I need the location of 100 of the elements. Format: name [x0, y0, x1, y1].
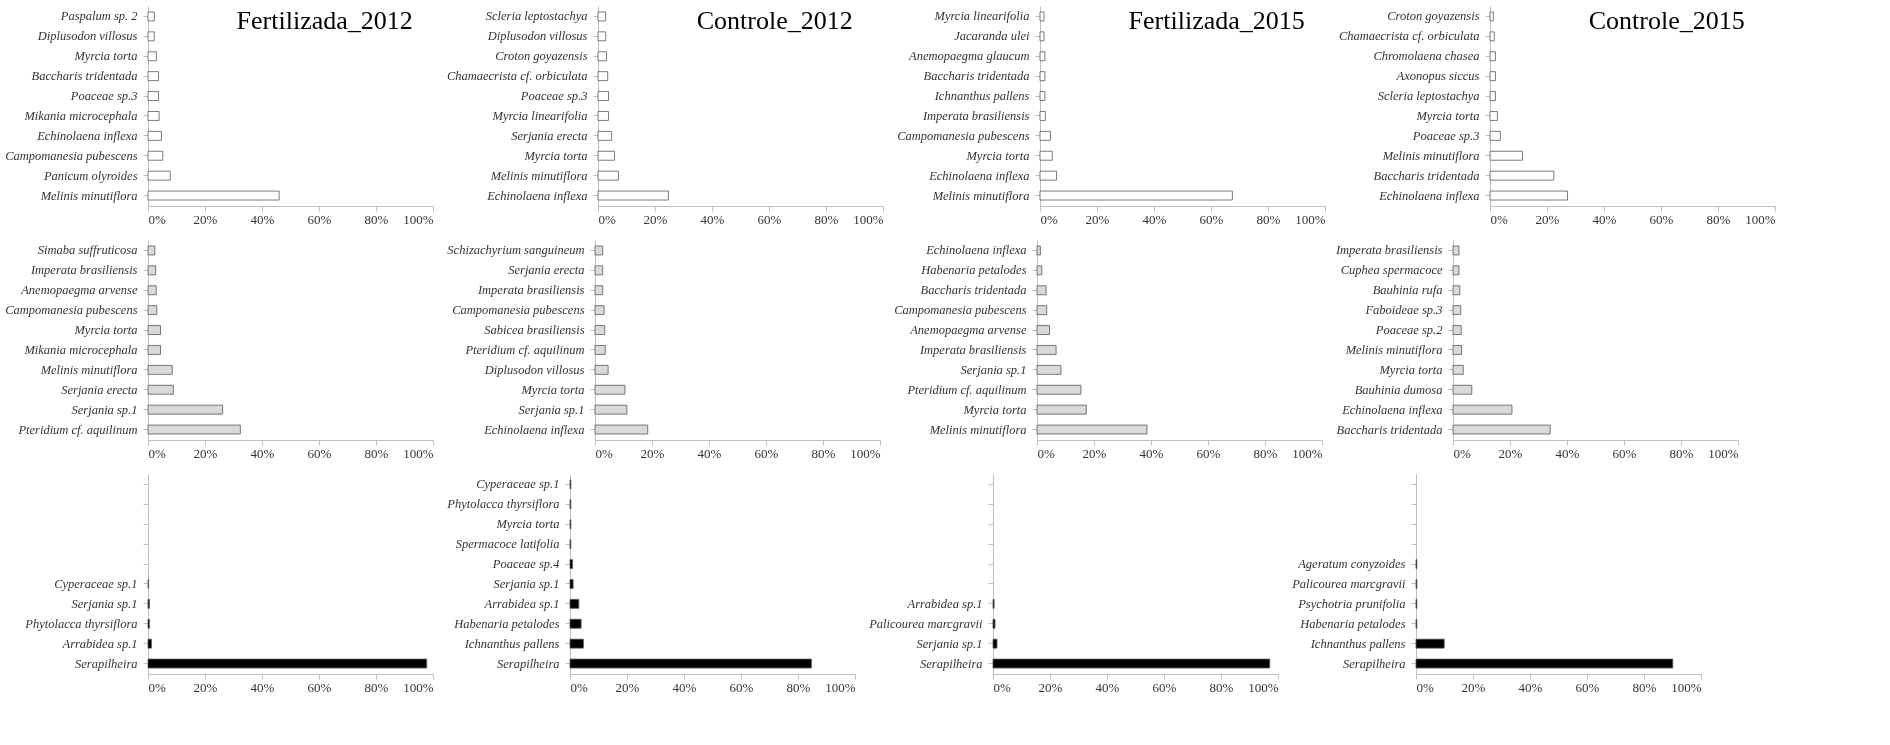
- x-tick-label: 20%: [1498, 445, 1523, 461]
- y-tick-label: Melinis minutiflora: [489, 168, 588, 183]
- y-tick-label: Melinis minutiflora: [931, 188, 1030, 203]
- x-tick-label: 80%: [786, 679, 811, 695]
- y-tick-label: Echinolaena inflexa: [928, 168, 1030, 183]
- y-tick-label: Echinolaena inflexa: [483, 422, 585, 437]
- x-tick-label: 0%: [1416, 679, 1434, 695]
- y-tick-label: Campomanesia pubescens: [894, 303, 1027, 318]
- x-tick-label: 40%: [1518, 679, 1543, 695]
- x-tick-label: 100%: [850, 445, 881, 461]
- y-tick-label: Baccharis tridentada: [31, 69, 138, 84]
- x-tick-label: 60%: [1649, 211, 1674, 227]
- y-tick-label: Myrcia torta: [73, 323, 138, 338]
- y-tick-label: Habenaria petalodes: [1299, 616, 1406, 631]
- y-tick-label: Imperata brasiliensis: [476, 283, 585, 298]
- y-tick-label: Campomanesia pubescens: [5, 303, 138, 318]
- y-tick-label: Imperata brasiliensis: [1334, 243, 1443, 258]
- x-tick-label: 80%: [1706, 211, 1731, 227]
- x-tick-label: 20%: [640, 445, 665, 461]
- x-tick-label: 40%: [250, 211, 275, 227]
- x-tick-label: 100%: [825, 679, 856, 695]
- y-tick-label: Palicourea marcgravii: [1291, 576, 1407, 591]
- x-tick-label: 100%: [1295, 211, 1326, 227]
- y-tick-label: Melinis minutiflora: [1344, 342, 1443, 357]
- y-tick-label: Imperata brasiliensis: [921, 108, 1030, 123]
- y-tick-label: Serjania sp.1: [960, 362, 1027, 377]
- x-tick-label: 60%: [1612, 445, 1637, 461]
- x-tick-label: 20%: [1038, 679, 1063, 695]
- x-tick-label: 40%: [1555, 445, 1580, 461]
- x-tick-label: 60%: [729, 679, 754, 695]
- x-tick-label: 0%: [148, 211, 166, 227]
- y-tick-label: Phytolacca thyrsiflora: [446, 497, 560, 512]
- x-tick-label: 60%: [307, 679, 332, 695]
- x-tick-label: 60%: [1196, 445, 1221, 461]
- chart-title: Fertilizada_2012: [236, 6, 413, 35]
- x-tick-label: 60%: [1575, 679, 1600, 695]
- x-tick-label: 80%: [364, 679, 389, 695]
- y-tick-label: Baccharis tridentada: [1336, 422, 1443, 437]
- x-tick-label: 100%: [1671, 679, 1702, 695]
- y-tick-label: Chamaecrista cf. orbiculata: [1338, 29, 1480, 44]
- y-tick-label: Baccharis tridentada: [923, 69, 1030, 84]
- x-tick-label: 0%: [1453, 445, 1471, 461]
- x-tick-label: 20%: [1085, 211, 1110, 227]
- y-tick-label: Serjania sp.1: [71, 596, 138, 611]
- x-tick-label: 100%: [1248, 679, 1279, 695]
- x-tick-label: 20%: [193, 445, 218, 461]
- y-tick-label: Imperata brasiliensis: [29, 263, 138, 278]
- y-tick-label: Axonopus siccus: [1395, 69, 1480, 84]
- x-tick-label: 20%: [193, 211, 218, 227]
- y-tick-label: Melinis minutiflora: [39, 188, 138, 203]
- y-tick-label: Arrabidea sp.1: [61, 636, 138, 651]
- x-tick-label: 20%: [1535, 211, 1560, 227]
- y-tick-label: Ichnanthus pallens: [463, 636, 560, 651]
- y-tick-label: Serjania sp.1: [493, 576, 560, 591]
- x-tick-label: 80%: [364, 445, 389, 461]
- y-tick-label: Spermacoce latifolia: [455, 537, 560, 552]
- x-tick-label: 100%: [403, 211, 434, 227]
- y-tick-label: Palicourea marcgravii: [868, 616, 984, 631]
- y-tick-label: Pteridium cf. aquilinum: [17, 422, 138, 437]
- y-tick-label: Croton goyazensis: [1387, 9, 1480, 24]
- y-tick-label: Myrcia torta: [523, 148, 588, 163]
- x-tick-label: 60%: [307, 445, 332, 461]
- y-tick-label: Arrabidea sp.1: [483, 596, 560, 611]
- x-tick-label: 0%: [595, 445, 613, 461]
- x-tick-label: 20%: [643, 211, 668, 227]
- x-tick-label: 100%: [853, 211, 884, 227]
- y-tick-label: Echinolaena inflexa: [36, 128, 138, 143]
- x-tick-label: 0%: [598, 211, 616, 227]
- y-tick-label: Serjania erecta: [508, 263, 585, 278]
- y-tick-label: Imperata brasiliensis: [918, 342, 1027, 357]
- y-tick-label: Campomanesia pubescens: [452, 303, 585, 318]
- y-tick-label: Mikania microcephala: [23, 108, 138, 123]
- y-tick-label: Bauhinia rufa: [1372, 283, 1443, 298]
- x-tick-label: 0%: [570, 679, 588, 695]
- x-tick-label: 100%: [1292, 445, 1323, 461]
- y-tick-label: Myrcia torta: [520, 382, 585, 397]
- y-tick-label: Serapilheira: [75, 656, 138, 671]
- y-tick-label: Myrcia torta: [962, 402, 1027, 417]
- y-tick-label: Anemopaegma glaucum: [908, 49, 1030, 64]
- y-tick-label: Bauhinia dumosa: [1354, 382, 1443, 397]
- x-tick-label: 80%: [1209, 679, 1234, 695]
- x-tick-label: 0%: [148, 445, 166, 461]
- y-tick-label: Phytolacca thyrsiflora: [24, 616, 138, 631]
- y-tick-label: Simaba suffruticosa: [37, 243, 138, 258]
- y-tick-label: Serjania erecta: [511, 128, 588, 143]
- x-tick-label: 40%: [697, 445, 722, 461]
- y-tick-label: Arrabidea sp.1: [906, 596, 983, 611]
- y-tick-label: Scleria leptostachya: [1377, 89, 1480, 104]
- x-tick-label: 0%: [1040, 211, 1058, 227]
- y-tick-label: Myrcia torta: [1415, 108, 1480, 123]
- y-tick-label: Cuphea spermacoce: [1340, 263, 1443, 278]
- y-tick-label: Echinolaena inflexa: [1341, 402, 1443, 417]
- x-tick-label: 100%: [1745, 211, 1776, 227]
- x-tick-label: 60%: [757, 211, 782, 227]
- x-tick-label: 80%: [1632, 679, 1657, 695]
- y-tick-label: Campomanesia pubescens: [897, 128, 1030, 143]
- y-tick-label: Echinolaena inflexa: [925, 243, 1027, 258]
- x-tick-label: 40%: [672, 679, 697, 695]
- chart-title: Fertilizada_2015: [1128, 6, 1305, 35]
- y-tick-label: Ichnanthus pallens: [1309, 636, 1406, 651]
